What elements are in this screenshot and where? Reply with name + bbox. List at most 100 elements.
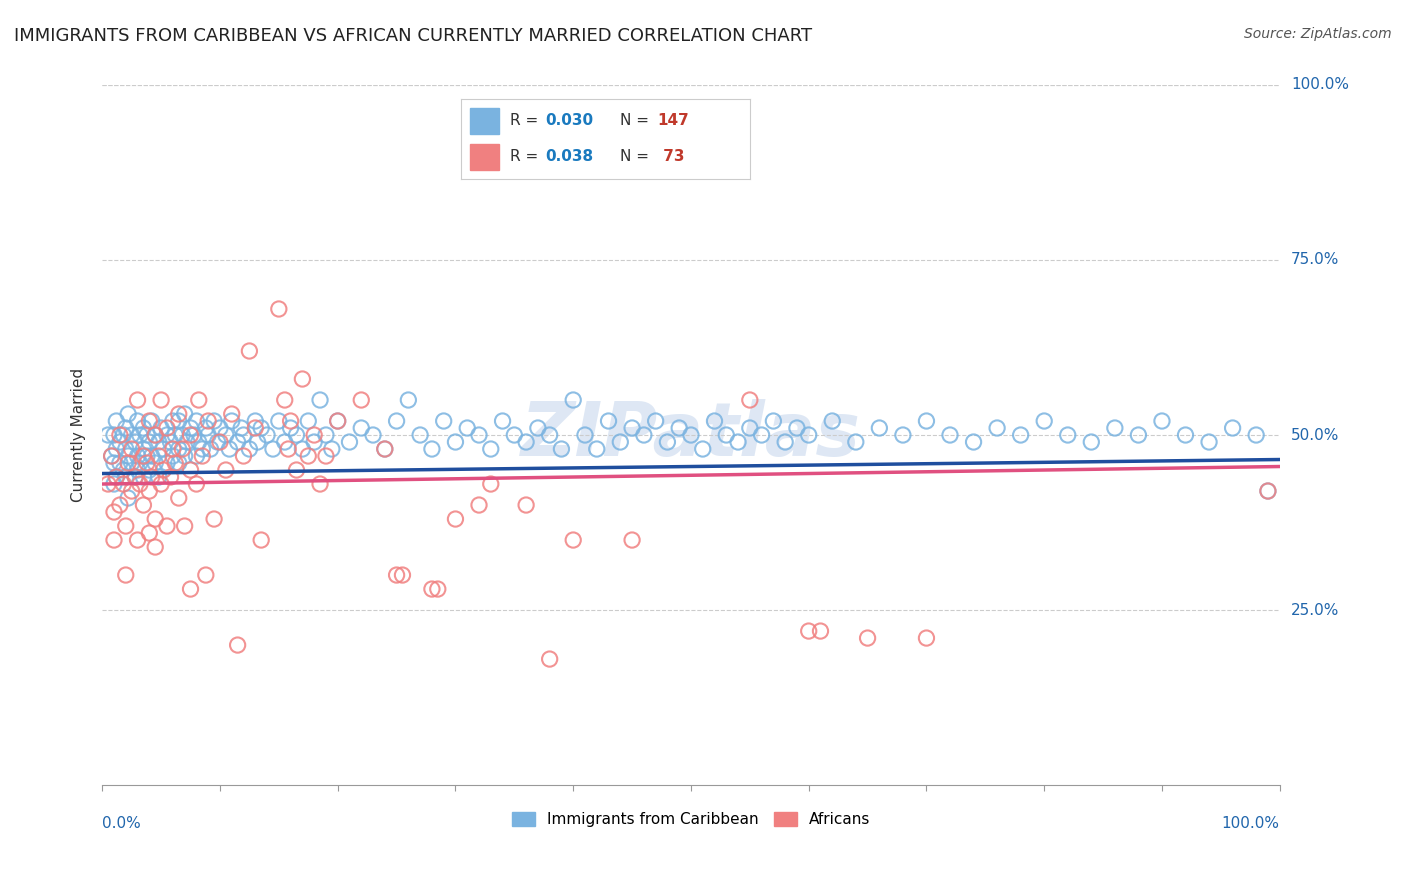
Point: [232, 428, 254, 442]
Point: [915, 631, 938, 645]
Point: [159, 435, 181, 450]
Point: [148, 449, 170, 463]
Point: [716, 428, 738, 442]
Point: [321, 442, 343, 456]
Point: [385, 414, 408, 428]
Text: 75.0%: 75.0%: [1291, 252, 1339, 268]
Point: [132, 470, 155, 484]
Text: ZIPatlas: ZIPatlas: [522, 399, 860, 472]
Point: [103, 533, 125, 547]
Text: Source: ZipAtlas.com: Source: ZipAtlas.com: [1244, 27, 1392, 41]
Point: [108, 435, 131, 450]
Point: [128, 477, 150, 491]
Point: [644, 414, 666, 428]
Point: [112, 463, 135, 477]
Point: [121, 483, 143, 498]
Point: [633, 428, 655, 442]
Point: [444, 435, 467, 450]
Point: [250, 533, 273, 547]
Point: [180, 421, 202, 435]
Point: [117, 491, 139, 505]
Point: [208, 435, 231, 450]
Point: [152, 442, 174, 456]
Y-axis label: Currently Married: Currently Married: [72, 368, 86, 502]
Point: [197, 414, 219, 428]
Text: 100.0%: 100.0%: [1222, 815, 1279, 830]
Point: [374, 442, 396, 456]
Point: [183, 428, 205, 442]
Point: [215, 463, 238, 477]
Point: [162, 414, 184, 428]
Point: [221, 407, 243, 421]
Point: [409, 428, 432, 442]
Point: [315, 449, 337, 463]
Point: [420, 582, 443, 596]
Point: [215, 428, 238, 442]
Point: [132, 498, 155, 512]
Point: [165, 428, 187, 442]
Point: [679, 428, 702, 442]
Point: [208, 421, 231, 435]
Point: [112, 477, 135, 491]
Point: [250, 421, 273, 435]
Point: [426, 582, 449, 596]
Point: [291, 372, 314, 386]
Point: [143, 428, 166, 442]
Point: [202, 512, 225, 526]
Point: [797, 428, 820, 442]
Point: [315, 428, 337, 442]
Text: IMMIGRANTS FROM CARIBBEAN VS AFRICAN CURRENTLY MARRIED CORRELATION CHART: IMMIGRANTS FROM CARIBBEAN VS AFRICAN CUR…: [14, 27, 813, 45]
Point: [810, 624, 832, 638]
Point: [97, 428, 120, 442]
Point: [112, 428, 135, 442]
Point: [114, 442, 136, 456]
Point: [200, 442, 222, 456]
Point: [246, 435, 269, 450]
Point: [124, 470, 146, 484]
Point: [162, 449, 184, 463]
Point: [962, 435, 984, 450]
Point: [136, 456, 159, 470]
Point: [468, 428, 491, 442]
Point: [773, 435, 796, 450]
Point: [491, 414, 513, 428]
Point: [226, 638, 249, 652]
Text: 50.0%: 50.0%: [1291, 427, 1339, 442]
Point: [194, 568, 217, 582]
Point: [108, 498, 131, 512]
Point: [1033, 414, 1056, 428]
Point: [285, 428, 308, 442]
Point: [141, 414, 163, 428]
Point: [391, 568, 413, 582]
Point: [277, 442, 299, 456]
Point: [156, 428, 179, 442]
Point: [105, 470, 128, 484]
Point: [150, 421, 173, 435]
Point: [173, 449, 195, 463]
Point: [598, 414, 620, 428]
Point: [738, 421, 761, 435]
Point: [1104, 421, 1126, 435]
Point: [374, 442, 396, 456]
Point: [1174, 428, 1197, 442]
Point: [609, 435, 631, 450]
Point: [361, 428, 384, 442]
Point: [165, 456, 187, 470]
Point: [891, 428, 914, 442]
Text: 100.0%: 100.0%: [1291, 78, 1348, 93]
Point: [339, 435, 361, 450]
Point: [727, 435, 749, 450]
Point: [821, 414, 844, 428]
Point: [1056, 428, 1078, 442]
Point: [297, 414, 319, 428]
Point: [167, 414, 190, 428]
Point: [127, 392, 149, 407]
Point: [762, 414, 785, 428]
Point: [100, 449, 122, 463]
Point: [176, 435, 198, 450]
Point: [180, 582, 202, 596]
Point: [143, 540, 166, 554]
Point: [114, 519, 136, 533]
Point: [385, 568, 408, 582]
Point: [703, 414, 725, 428]
